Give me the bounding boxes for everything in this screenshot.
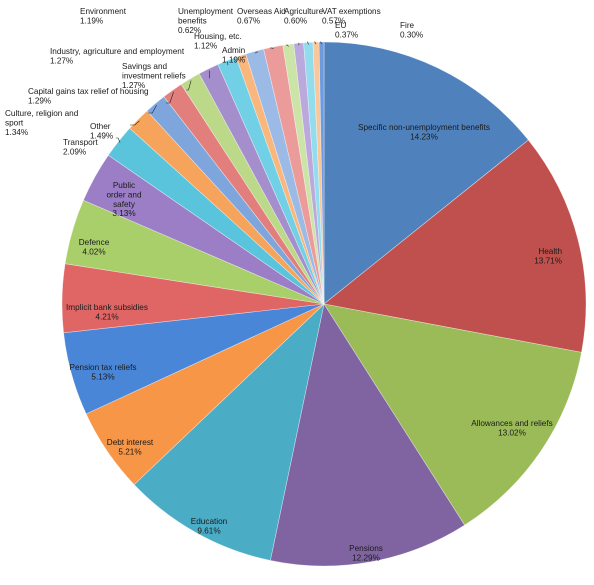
slice-label-savings-and-investment-reliefs: Savings and investment reliefs 1.27%	[122, 62, 186, 90]
pie-slice-pensions	[269, 303, 466, 567]
slice-label-education: Education 9.61%	[191, 517, 228, 535]
pie-slice-education	[133, 303, 325, 561]
slice-label-industry-agriculture-and-employment: Industry, agriculture and employment 1.27…	[50, 47, 185, 65]
slice-label-capital-gains-tax-relief-of-housing: Capital gains tax relief of housing 1.29%	[28, 87, 149, 105]
slice-label-specific-non-unemployment-benefits: Specific non-unemployment benefits 14.23%	[358, 123, 490, 141]
leader-line-eu	[314, 41, 317, 45]
slice-label-fire: Fire 0.30%	[400, 21, 423, 39]
leader-line-overseas-aid	[286, 44, 289, 47]
slice-label-pension-tax-reliefs: Pension tax reliefs 5.13%	[70, 363, 137, 381]
slice-label-defence: Defence 4.02%	[79, 238, 110, 256]
slice-label-unemployment-benefits: Unemployment benefits 0.62%	[178, 7, 234, 35]
slice-label-environment: Environment 1.19%	[80, 7, 127, 25]
slice-label-agriculture: Agriculture 0.60%	[284, 7, 324, 25]
slice-label-overseas-aid: Overseas Aid 0.67%	[237, 7, 286, 25]
pie-slices	[61, 41, 587, 567]
leader-line-savings-and-investment-reliefs	[186, 80, 192, 91]
pie-slice-fire	[318, 41, 325, 305]
pie-slice-allowances-and-reliefs	[323, 303, 582, 526]
slice-labels: Specific non-unemployment benefits 14.23%…	[5, 7, 562, 562]
slice-label-health: Health 13.71%	[534, 247, 562, 265]
slice-label-pensions: Pensions 12.29%	[349, 544, 383, 562]
leader-line-industry-agriculture-and-employment	[209, 70, 210, 79]
slice-label-other: Other 1.49%	[90, 122, 113, 140]
slice-label-debt-interest: Debt interest 5.21%	[107, 438, 154, 456]
slice-label-admin: Admin 1.19%	[222, 46, 246, 64]
slice-label-transport: Transport 2.09%	[63, 138, 98, 156]
leader-line-transport	[116, 137, 121, 143]
slice-label-eu: EU 0.37%	[335, 21, 358, 39]
leader-lines	[116, 41, 322, 143]
slice-label-implicit-bank-subsidies: Implicit bank subsidies 4.21%	[66, 303, 148, 321]
leader-line-culture-religion-and-sport	[148, 104, 157, 114]
leader-line-other	[130, 120, 140, 126]
slice-label-allowances-and-reliefs: Allowances and reliefs 13.02%	[471, 419, 552, 437]
leader-line-vat-exemptions	[307, 41, 309, 45]
leader-line-admin	[270, 47, 274, 50]
leader-line-housing-etc	[254, 51, 258, 54]
pie-slice-specific-non-unemployment-benefits	[323, 41, 529, 305]
slice-label-culture-religion-and-sport: Culture, religion and sport 1.34%	[5, 109, 79, 137]
leader-line-capital-gains-tax-relief-of-housing	[166, 91, 174, 104]
slice-label-vat-exemptions: VAT exemptions 0.57%	[322, 7, 381, 25]
pie-slice-health	[323, 139, 587, 353]
slice-label-housing-etc: Housing, etc. 1.12%	[194, 32, 242, 50]
slice-label-public-order-and-safety: Public order and safety 3.13%	[106, 181, 141, 218]
leader-line-fire	[320, 41, 322, 45]
